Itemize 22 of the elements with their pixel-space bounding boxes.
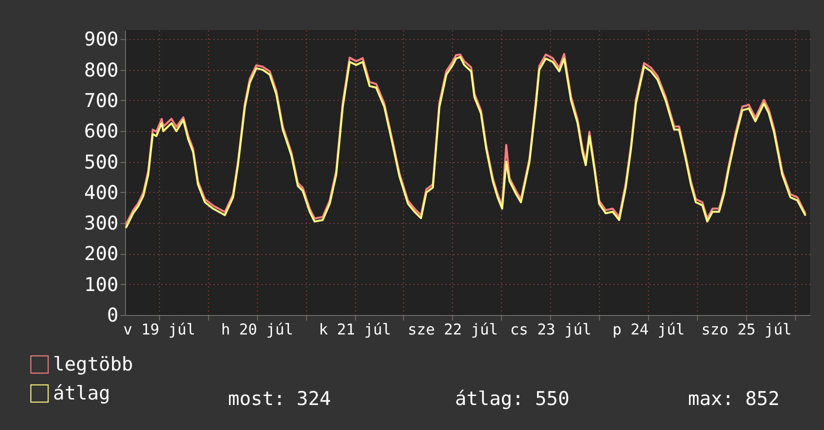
text: most: 324 xyxy=(228,388,331,410)
y-tick-label: 600 xyxy=(84,120,118,143)
x-tick-label: cs 23 júl xyxy=(510,320,592,338)
y-tick-label: 700 xyxy=(84,90,118,112)
y-tick-label: 800 xyxy=(84,59,118,82)
y-tick-label: 0 xyxy=(107,304,118,326)
y-tick-label: 200 xyxy=(84,243,118,266)
y-tick-label: 900 xyxy=(84,28,118,51)
legend-label: átlag xyxy=(53,382,110,404)
legend-label: legtöbb xyxy=(53,354,134,376)
x-tick-label: v 19 júl xyxy=(123,320,196,338)
text: max: 852 xyxy=(688,388,780,410)
x-tick-label: p 24 júl xyxy=(612,320,685,338)
y-tick-label: 400 xyxy=(84,182,118,204)
y-tick-label: 100 xyxy=(84,274,118,296)
text: átlag: 550 xyxy=(455,388,570,410)
x-tick-label: sze 22 júl xyxy=(408,320,498,338)
y-tick-label: 500 xyxy=(84,151,118,174)
x-tick-label: k 21 júl xyxy=(318,320,392,338)
x-tick-label: szo 25 júl xyxy=(701,320,792,338)
y-tick-label: 300 xyxy=(84,212,118,235)
x-tick-label: h 20 júl xyxy=(221,320,294,338)
